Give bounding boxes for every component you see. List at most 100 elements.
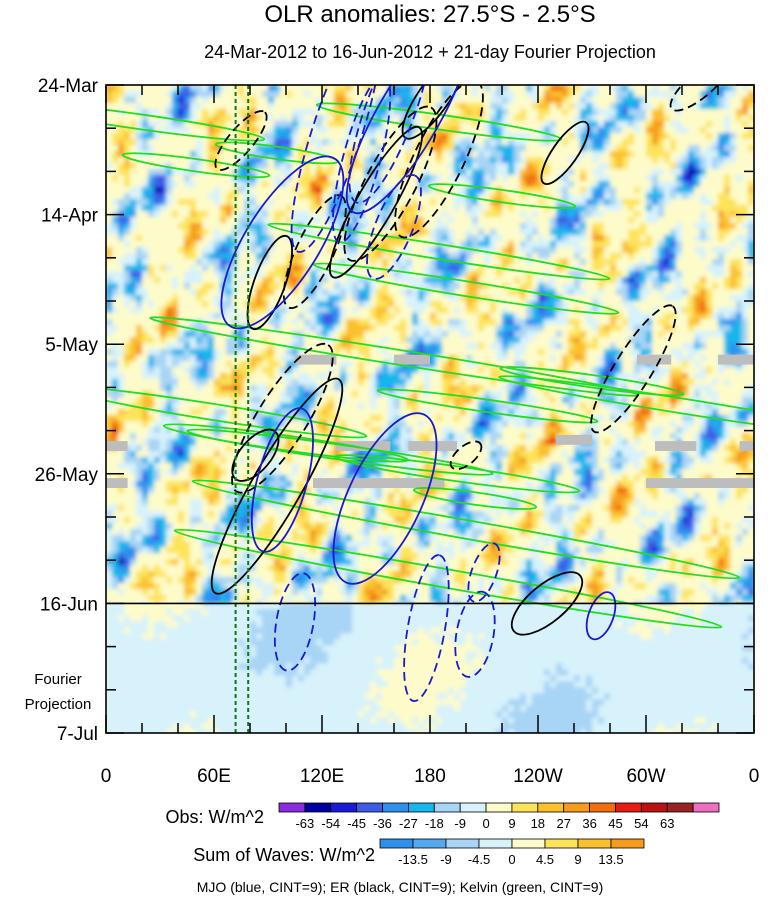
field-cell bbox=[550, 307, 557, 314]
field-cell bbox=[628, 313, 635, 320]
field-cell bbox=[376, 211, 383, 218]
field-cell bbox=[130, 175, 137, 182]
field-cell bbox=[730, 283, 737, 290]
field-cell bbox=[124, 361, 131, 368]
field-cell bbox=[112, 91, 119, 98]
field-cell bbox=[616, 193, 623, 200]
field-cell bbox=[226, 163, 233, 170]
field-cell bbox=[538, 133, 545, 140]
field-cell bbox=[700, 235, 707, 242]
field-cell bbox=[412, 115, 419, 122]
field-cell bbox=[328, 283, 335, 290]
field-cell bbox=[664, 265, 671, 272]
field-cell bbox=[670, 325, 677, 332]
field-cell bbox=[508, 163, 515, 170]
field-cell bbox=[682, 331, 689, 338]
field-cell bbox=[148, 235, 155, 242]
field-cell bbox=[370, 289, 377, 296]
field-cell bbox=[454, 109, 461, 116]
field-cell bbox=[322, 145, 329, 152]
field-cell bbox=[268, 199, 275, 206]
field-cell bbox=[340, 163, 347, 170]
field-cell bbox=[616, 295, 623, 302]
field-cell bbox=[628, 325, 635, 332]
field-cell bbox=[574, 325, 581, 332]
field-cell bbox=[154, 115, 161, 122]
field-cell bbox=[424, 133, 431, 140]
field-cell bbox=[520, 115, 527, 122]
field-cell bbox=[310, 313, 317, 320]
field-cell bbox=[412, 247, 419, 254]
field-cell bbox=[730, 331, 737, 338]
field-cell bbox=[190, 223, 197, 230]
field-cell bbox=[316, 85, 323, 92]
field-cell bbox=[136, 181, 143, 188]
field-cell bbox=[130, 187, 137, 194]
hovmoller-plot-area bbox=[106, 85, 754, 733]
field-cell bbox=[538, 145, 545, 152]
field-cell bbox=[268, 283, 275, 290]
field-cell bbox=[502, 193, 509, 200]
field-cell bbox=[496, 85, 503, 92]
field-cell bbox=[688, 253, 695, 260]
field-cell bbox=[514, 277, 521, 284]
field-cell bbox=[250, 313, 257, 320]
field-cell bbox=[394, 337, 401, 344]
field-cell bbox=[184, 337, 191, 344]
field-cell bbox=[724, 259, 731, 266]
field-cell bbox=[166, 355, 173, 362]
field-cell bbox=[184, 271, 191, 278]
field-cell bbox=[628, 277, 635, 284]
field-cell bbox=[148, 181, 155, 188]
field-cell bbox=[322, 181, 329, 188]
field-cell bbox=[610, 193, 617, 200]
field-cell bbox=[634, 139, 641, 146]
field-cell bbox=[592, 325, 599, 332]
field-cell bbox=[424, 145, 431, 152]
field-cell bbox=[286, 253, 293, 260]
field-cell bbox=[346, 139, 353, 146]
field-cell bbox=[424, 151, 431, 158]
field-cell bbox=[736, 175, 743, 182]
field-cell bbox=[190, 85, 197, 92]
field-cell bbox=[220, 349, 227, 356]
field-cell bbox=[184, 235, 191, 242]
field-cell bbox=[376, 85, 383, 92]
field-cell bbox=[724, 313, 731, 320]
field-cell bbox=[256, 175, 263, 182]
field-cell bbox=[634, 115, 641, 122]
field-cell bbox=[382, 337, 389, 344]
field-cell bbox=[412, 103, 419, 110]
field-cell bbox=[148, 199, 155, 206]
field-cell bbox=[736, 145, 743, 152]
field-cell bbox=[382, 115, 389, 122]
field-cell bbox=[730, 349, 737, 356]
field-cell bbox=[220, 337, 227, 344]
field-cell bbox=[196, 139, 203, 146]
field-cell bbox=[358, 121, 365, 128]
field-cell bbox=[496, 247, 503, 254]
field-cell bbox=[730, 85, 737, 92]
field-cell bbox=[652, 115, 659, 122]
field-cell bbox=[532, 211, 539, 218]
field-cell bbox=[148, 139, 155, 146]
field-cell bbox=[574, 133, 581, 140]
field-cell bbox=[364, 109, 371, 116]
field-cell bbox=[736, 181, 743, 188]
field-cell bbox=[136, 205, 143, 212]
field-cell bbox=[292, 217, 299, 224]
field-cell bbox=[106, 223, 113, 230]
field-cell bbox=[370, 307, 377, 314]
field-cell bbox=[502, 145, 509, 152]
field-cell bbox=[460, 271, 467, 278]
field-cell bbox=[514, 313, 521, 320]
field-cell bbox=[304, 115, 311, 122]
field-cell bbox=[724, 127, 731, 134]
field-cell bbox=[634, 187, 641, 194]
field-cell bbox=[466, 139, 473, 146]
field-cell bbox=[556, 337, 563, 344]
field-cell bbox=[658, 157, 665, 164]
field-cell bbox=[502, 85, 509, 92]
field-cell bbox=[118, 181, 125, 188]
field-cell bbox=[628, 343, 635, 350]
